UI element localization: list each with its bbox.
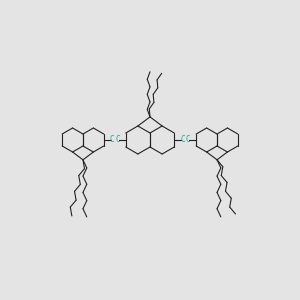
Text: C: C xyxy=(180,136,185,145)
Text: C: C xyxy=(110,136,114,145)
Text: C: C xyxy=(115,136,120,145)
Text: C: C xyxy=(186,136,190,145)
